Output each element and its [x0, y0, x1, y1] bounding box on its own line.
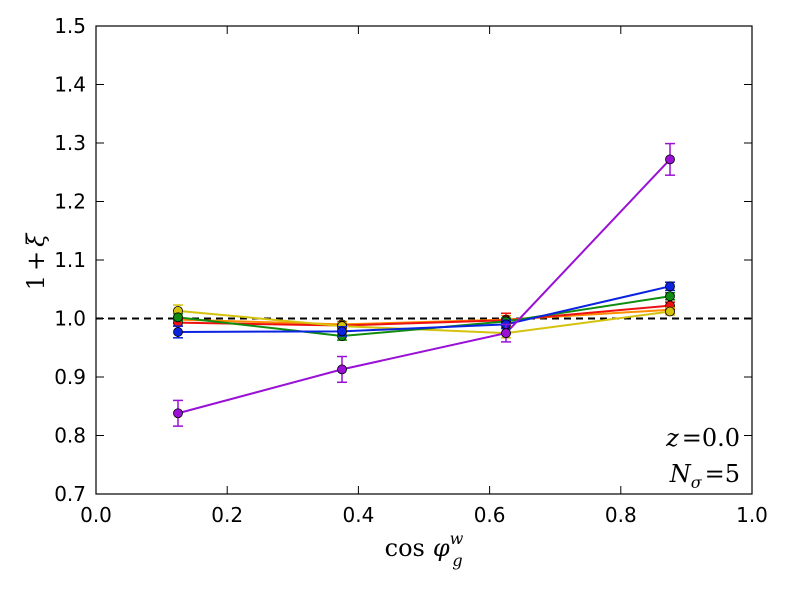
x-axis-label: cos φw g	[385, 529, 464, 570]
x-tick-label: 0.4	[342, 503, 374, 527]
series-blue	[177, 285, 671, 333]
annotation-redshift: z =0.0	[665, 424, 740, 452]
data-point	[337, 326, 347, 337]
annotation-n-symbol: N	[669, 460, 692, 488]
y-tick-label: 0.7	[54, 482, 86, 506]
series-purple	[177, 158, 671, 415]
y-label-plus: +	[22, 251, 50, 271]
y-tick-label: 1.4	[54, 73, 86, 97]
y-tick-label: 0.8	[54, 424, 86, 448]
x-tick-label: 1.0	[736, 503, 768, 527]
x-axis: 0.0 0.2 0.4 0.6 0.8 1.0	[80, 26, 768, 527]
annotation-n-value: 5	[725, 460, 740, 488]
series-red	[177, 304, 671, 327]
x-tick-label: 0.2	[211, 503, 243, 527]
data-point	[665, 154, 675, 165]
annotation-z-symbol: z	[665, 424, 679, 452]
series-line-blue	[177, 285, 671, 333]
annotation-n-sub: σ	[691, 473, 703, 492]
y-axis-label: 1 + ξ	[22, 232, 50, 290]
x-label-func: cos	[385, 534, 425, 562]
data-point	[665, 306, 675, 317]
data-point	[501, 328, 511, 339]
y-axis: 0.7 0.8 0.9 1.0 1.1 1.2 1.3 1.4 1.5	[54, 14, 752, 506]
data-point	[337, 364, 347, 375]
annotation-n-eq: =	[705, 460, 725, 488]
data-point	[665, 291, 675, 302]
x-label-sup: w	[450, 529, 464, 548]
plot-frame	[95, 25, 753, 495]
y-tick-label: 0.9	[54, 365, 86, 389]
annotation-z-eq: =	[682, 424, 702, 452]
series-group	[173, 142, 675, 427]
x-tick-label: 0.6	[474, 503, 506, 527]
data-point	[173, 312, 183, 323]
y-tick-label: 1.5	[54, 14, 86, 38]
y-label-one: 1	[22, 275, 50, 290]
series-line-red	[177, 304, 671, 327]
y-tick-label: 1.3	[54, 131, 86, 155]
data-point	[173, 408, 183, 419]
y-label-xi: ξ	[22, 232, 50, 247]
y-tick-label: 1.1	[54, 248, 86, 272]
annotation-nsigma: Nσ =5	[669, 460, 740, 492]
plot-area	[96, 26, 752, 494]
x-tick-label: 0.0	[80, 503, 112, 527]
series-line-purple	[177, 158, 671, 415]
y-tick-label: 1.2	[54, 190, 86, 214]
series-points-purple	[173, 142, 675, 427]
data-point	[173, 327, 183, 337]
annotation-z-value: 0.0	[702, 424, 740, 452]
x-tick-label: 0.8	[605, 503, 637, 527]
x-label-sub: g	[452, 551, 462, 570]
data-point	[665, 281, 675, 292]
y-tick-label: 1.0	[54, 307, 86, 331]
x-label-symbol: φ	[433, 534, 450, 562]
